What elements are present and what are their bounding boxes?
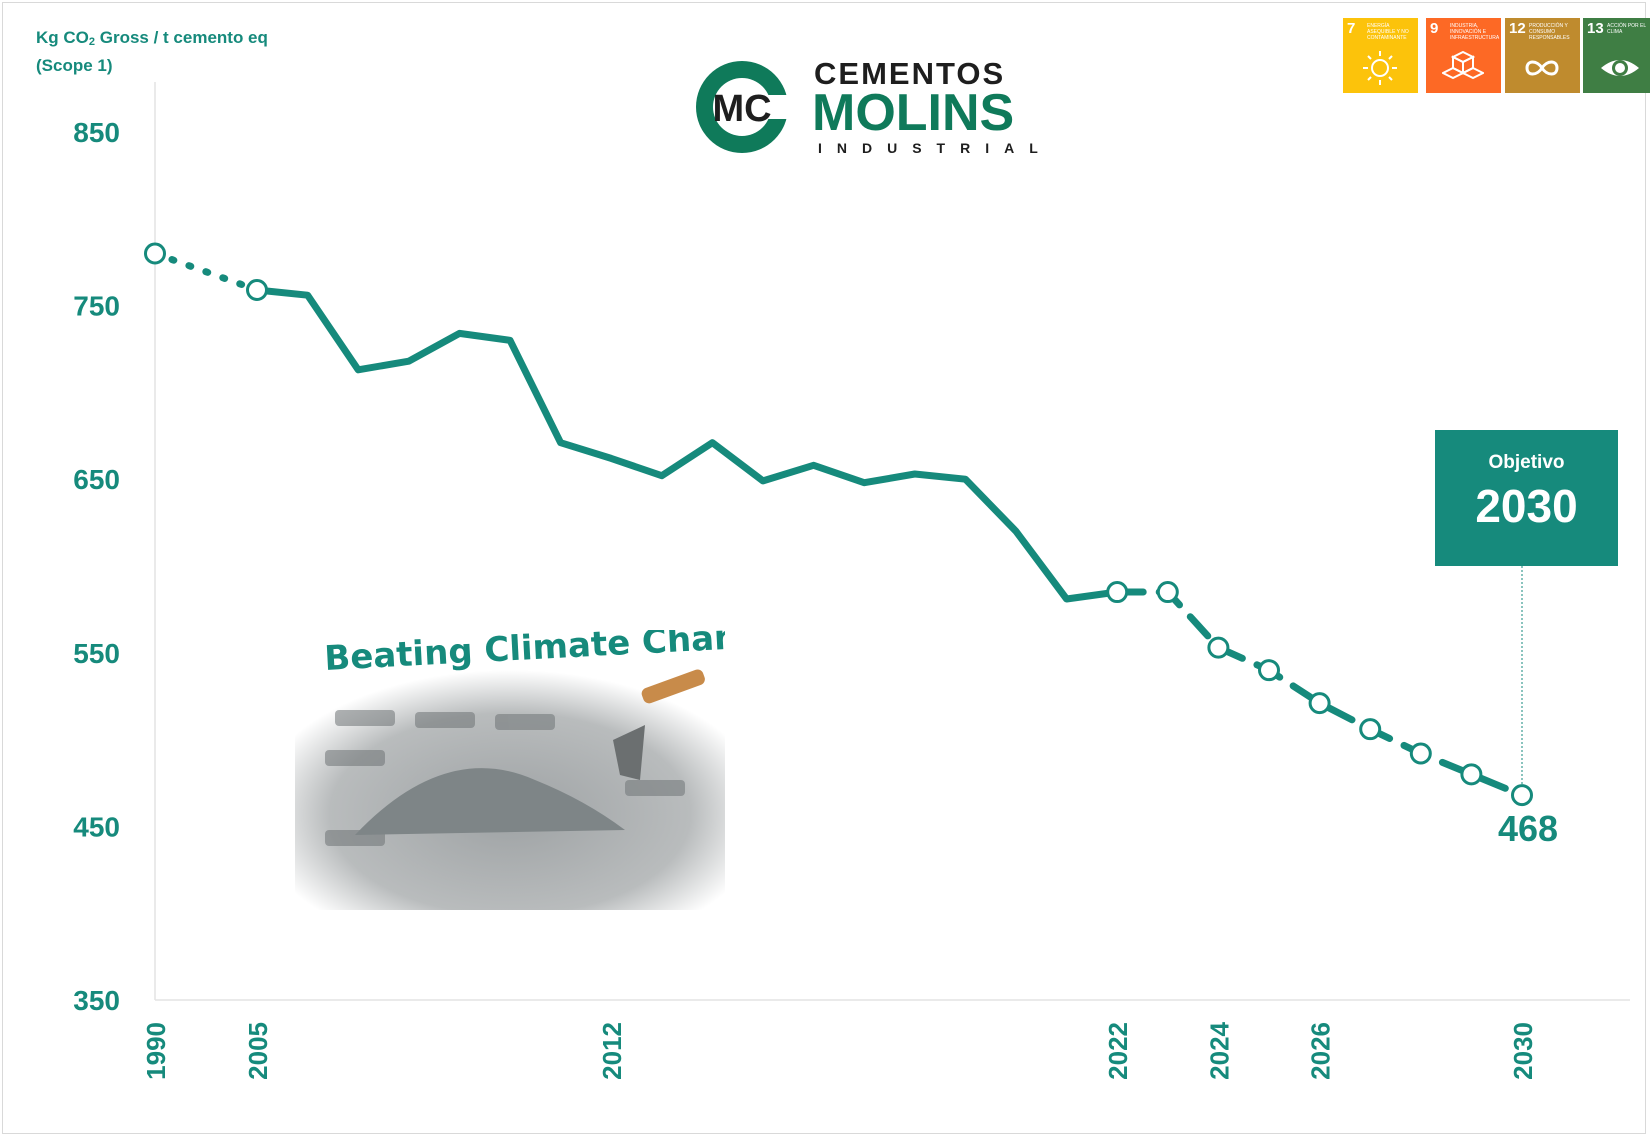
- logo-word-cementos: CEMENTOS: [814, 56, 1005, 91]
- series-line-dashed: [1113, 588, 1526, 799]
- x-tick-label: 2024: [1204, 1021, 1234, 1079]
- data-point-marker: [1409, 742, 1432, 765]
- target-value-label: 468: [1498, 808, 1559, 849]
- data-point-marker: [144, 242, 166, 265]
- x-tick-label: 2022: [1103, 1022, 1133, 1080]
- sdg-7-icon: 7 Energía asequible y no contaminante: [1343, 18, 1418, 93]
- chart-lines: [151, 250, 1526, 799]
- sdg-13-icon: 13 Acción por el clima: [1583, 18, 1650, 93]
- data-point-marker: [1207, 636, 1230, 659]
- logo-word-molins: MOLINS: [812, 84, 1014, 142]
- series-line-solid: [253, 286, 1121, 603]
- beating-climate-change-illustration: Beating Climate Change: [295, 630, 725, 910]
- target-2030-box: Objetivo 2030: [1435, 430, 1618, 566]
- chart-axes: [154, 82, 1630, 1001]
- eye-globe-icon: [1601, 60, 1639, 76]
- infinity-icon: [1525, 60, 1559, 76]
- y-axis-title: Kg CO2 Gross / t cemento eq (Scope 1): [36, 28, 268, 75]
- x-tick-label: 2005: [243, 1022, 273, 1080]
- data-point-marker: [1258, 659, 1280, 682]
- x-tick-label: 2012: [597, 1022, 627, 1080]
- chart-tick-labels: 350 450 550 650 750 850 1990 2005 2012 2022 2024 20…: [73, 117, 1538, 1080]
- y-tick-label: 350: [73, 985, 120, 1016]
- sdg-9-icon: 9 Industria, innovación e infraestructur…: [1426, 18, 1501, 93]
- data-point-marker: [246, 278, 268, 301]
- x-tick-label: 2026: [1306, 1022, 1336, 1080]
- data-point-marker: [1308, 692, 1331, 715]
- target-year: 2030: [1475, 480, 1578, 532]
- logo-monogram: MC: [712, 88, 771, 130]
- x-tick-label: 2030: [1508, 1022, 1538, 1080]
- target-label: Objetivo: [1488, 452, 1565, 473]
- cubes-icon: [1442, 50, 1484, 80]
- chart-markers: [144, 242, 1533, 807]
- data-point-marker: [1460, 763, 1483, 786]
- logo-word-industrial: INDUSTRIAL: [818, 140, 1053, 156]
- y-tick-label: 450: [73, 811, 120, 842]
- sun-icon: [1363, 51, 1397, 85]
- x-tick-label: 1990: [141, 1022, 171, 1080]
- y-tick-label: 850: [73, 117, 120, 148]
- y-tick-label: 750: [73, 291, 120, 322]
- data-point-marker: [1359, 718, 1382, 741]
- cement-pile: [355, 768, 625, 835]
- data-point-marker: [1106, 581, 1129, 604]
- y-tick-label: 550: [73, 638, 120, 669]
- data-point-marker: [1511, 784, 1533, 807]
- y-tick-label: 650: [73, 464, 120, 495]
- series-line-dotted: [151, 250, 261, 294]
- cementos-molins-logo: MC CEMENTOS MOLINS INDUSTRIAL: [696, 56, 1053, 156]
- data-point-marker: [1156, 581, 1179, 604]
- trowel-icon: [613, 725, 645, 780]
- sdg-12-icon: 12 Producción y consumo responsables: [1505, 18, 1580, 93]
